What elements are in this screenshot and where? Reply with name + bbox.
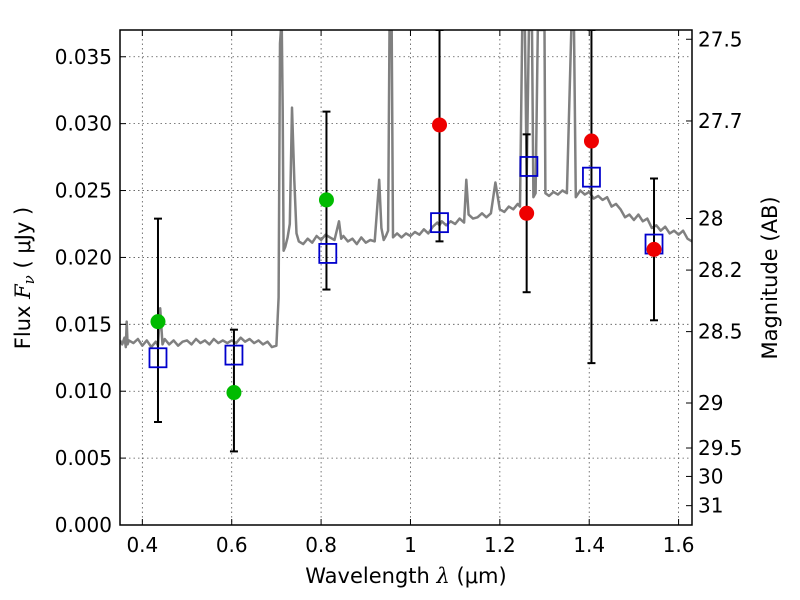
y2-tick-label: 29 [698,391,723,415]
green-data-point [318,192,334,208]
red-data-point [519,205,535,221]
red-data-point [583,133,599,149]
y2-axis-title: Magnitude (AB) [758,196,782,359]
x-tick-label: 1.6 [663,533,695,557]
plot-area [120,30,692,453]
y-tick-label: 0.015 [55,312,112,336]
model-square [224,344,244,366]
y-axis-title-symbol: F [11,283,35,300]
y-tick-label: 0.000 [55,513,112,537]
y2-tick-label: 28.5 [698,320,743,344]
x-axis-title-prefix: Wavelength [305,564,436,588]
model-square [582,166,601,188]
y-axis-title: Flux Fν ( μJy ) [11,207,38,349]
x-axis-title: Wavelength λ (μm) [305,564,506,588]
green-data-point [226,385,242,401]
grid-lines [120,30,692,526]
model-square [148,347,168,369]
model-square [519,156,539,177]
y2-tick-label: 28.2 [698,258,743,282]
y-tick-label: 0.020 [55,245,112,269]
x-tick-label: 1.4 [573,533,605,557]
axis-ticks: 0.4 0.6 0.8 1 1.2 1.4 1.6 0.000 0.005 0.010 0.015 0… [55,27,743,557]
y-axis-title-unit: ( μJy ) [11,207,35,275]
red-data-point [432,117,448,133]
y-tick-label: 0.030 [55,112,112,136]
x-tick-label: 0.4 [126,533,158,557]
x-tick-label: 1.2 [484,533,516,557]
plot-frame [119,29,693,526]
model-square [318,243,338,264]
x-tick-label: 0.6 [216,533,248,557]
y-axis-title-subscript: ν [20,275,38,284]
y-tick-label: 0.025 [55,179,112,203]
green-data-point [150,314,166,330]
y2-tick-label: 29.5 [698,436,743,460]
x-axis-title-unit: (μm) [450,564,507,588]
chart-marks [120,30,692,453]
x-axis-title-symbol: λ [436,564,450,588]
y2-tick-label: 27.7 [698,109,743,133]
model-square [430,212,449,234]
y2-tick-label: 30 [698,464,723,488]
y-axis-title-prefix: Flux [11,299,35,349]
y-tick-label: 0.035 [55,45,112,69]
y2-tick-label: 28 [698,207,723,231]
y-tick-label: 0.005 [55,446,112,470]
spectrum-line [120,30,692,349]
y-tick-label: 0.010 [55,379,112,403]
y2-tick-label: 27.5 [698,27,743,51]
red-data-point [646,241,662,257]
x-tick-label: 1 [404,533,417,557]
y2-tick-label: 31 [698,494,723,518]
x-tick-label: 0.8 [305,533,337,557]
